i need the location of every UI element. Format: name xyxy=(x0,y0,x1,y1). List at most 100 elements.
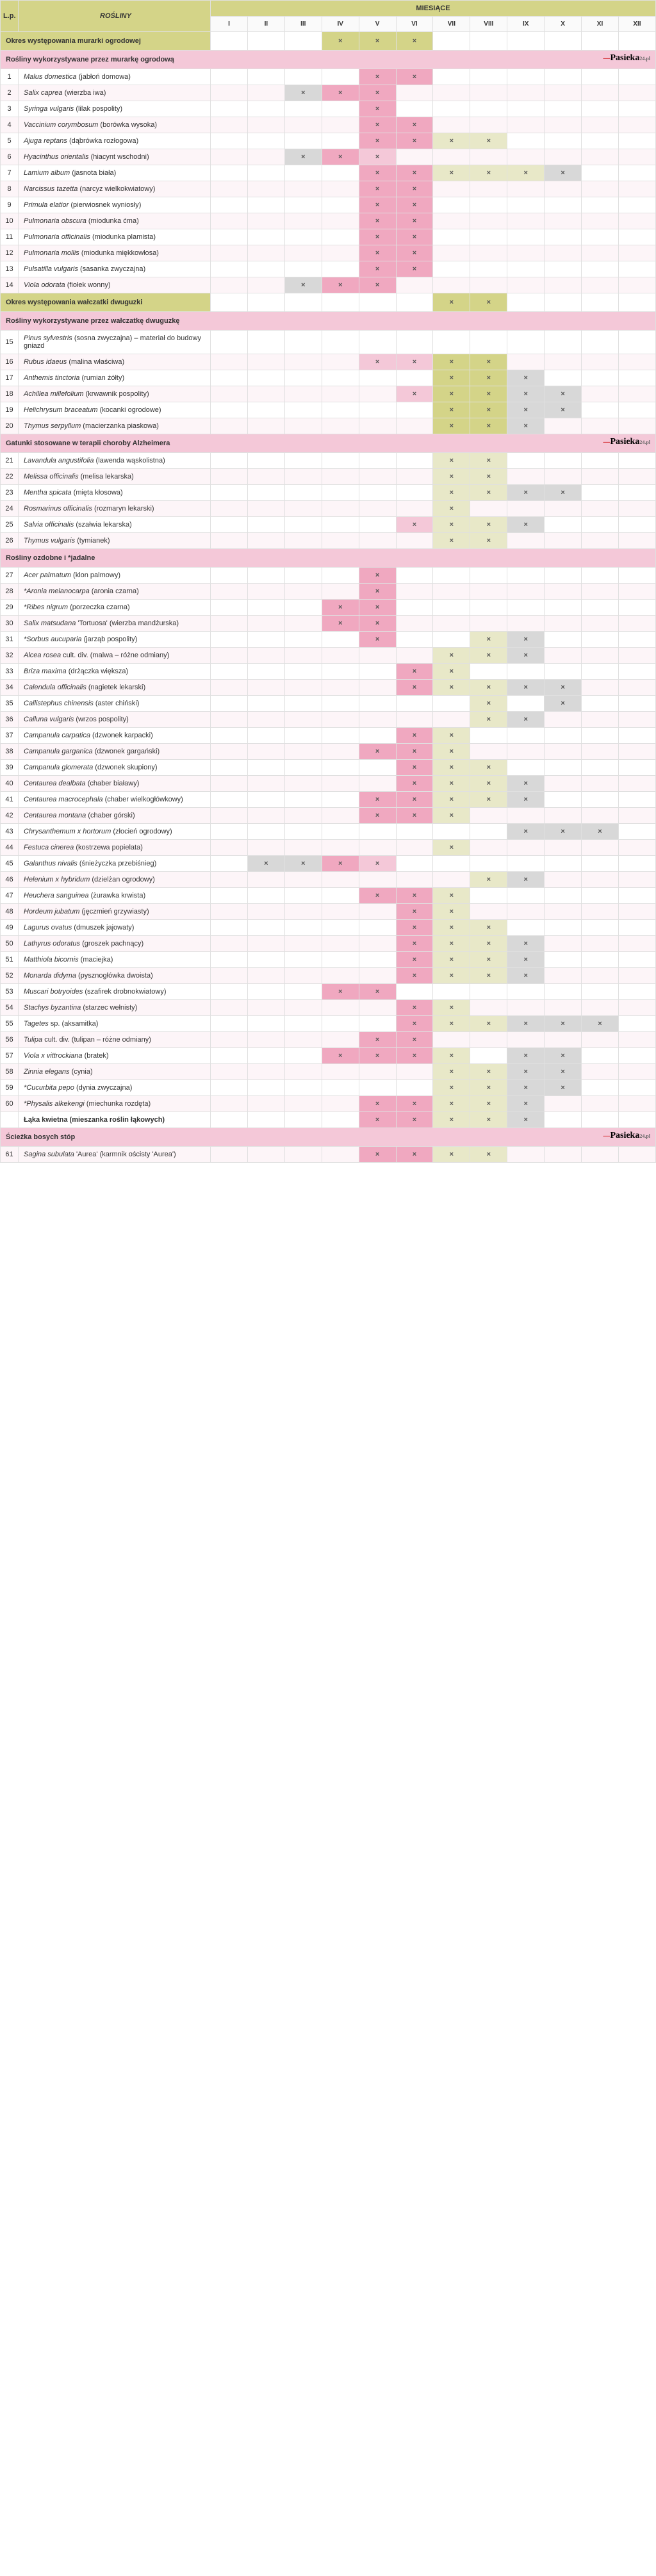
month-cell xyxy=(582,277,619,293)
month-cell xyxy=(545,85,582,101)
month-cell xyxy=(211,840,248,856)
month-cell xyxy=(211,517,248,533)
month-cell xyxy=(507,856,545,872)
month-cell: × xyxy=(470,696,507,712)
month-cell xyxy=(396,1080,433,1096)
plant-name: Alcea rosea cult. div. (malwa – różne od… xyxy=(19,648,211,664)
plant-name: Thymus vulgaris (tymianek) xyxy=(19,533,211,549)
row-number: 28 xyxy=(1,584,19,600)
month-cell xyxy=(322,920,359,936)
month-cell xyxy=(322,584,359,600)
month-cell: × xyxy=(507,632,545,648)
month-cell xyxy=(396,872,433,888)
month-cell: × xyxy=(396,1048,433,1064)
month-cell xyxy=(359,664,396,680)
month-cell xyxy=(582,517,619,533)
month-cell: × xyxy=(396,133,433,149)
month-cell xyxy=(284,760,322,776)
month-cell xyxy=(545,229,582,245)
month-cell xyxy=(582,968,619,984)
month-cell xyxy=(396,632,433,648)
month-cell xyxy=(545,664,582,680)
section-header: Ścieżka bosych stóp—Pasieka24.pl xyxy=(1,1128,656,1147)
month-cell xyxy=(582,808,619,824)
row-number: 10 xyxy=(1,213,19,229)
month-cell xyxy=(433,261,470,277)
month-cell xyxy=(582,712,619,728)
month-cell xyxy=(470,616,507,632)
month-cell xyxy=(582,872,619,888)
month-cell xyxy=(545,370,582,386)
month-cell xyxy=(247,808,284,824)
month-cell: × xyxy=(470,968,507,984)
month-cell: × xyxy=(433,808,470,824)
month-cell: × xyxy=(433,664,470,680)
month-cell xyxy=(247,1096,284,1112)
month-cell xyxy=(247,712,284,728)
plant-name: Heuchera sanguinea (żurawka krwista) xyxy=(19,888,211,904)
month-cell xyxy=(284,517,322,533)
month-cell xyxy=(582,856,619,872)
plant-row: 50Lathyrus odoratus (groszek pachnący)××… xyxy=(1,936,656,952)
month-cell: × xyxy=(359,85,396,101)
month-cell xyxy=(284,776,322,792)
month-cell: × xyxy=(507,402,545,418)
month-cell xyxy=(359,1000,396,1016)
month-cell: × xyxy=(359,149,396,165)
month-cell xyxy=(545,920,582,936)
month-cell xyxy=(470,245,507,261)
month-cell: × xyxy=(359,584,396,600)
month-cell xyxy=(284,888,322,904)
month-cell: × xyxy=(359,792,396,808)
month-cell xyxy=(545,117,582,133)
month-cell xyxy=(470,808,507,824)
month-cell xyxy=(433,277,470,293)
plant-name: Acer palmatum (klon palmowy) xyxy=(19,568,211,584)
month-cell xyxy=(247,616,284,632)
row-number: 46 xyxy=(1,872,19,888)
month-cell xyxy=(582,1112,619,1128)
row-number: 31 xyxy=(1,632,19,648)
month-cell: × xyxy=(470,920,507,936)
month-cell xyxy=(618,808,655,824)
month-cell xyxy=(211,293,248,312)
month-cell: × xyxy=(507,648,545,664)
month-cell xyxy=(322,712,359,728)
month-cell xyxy=(582,402,619,418)
month-cell: × xyxy=(470,165,507,181)
month-cell: × xyxy=(433,648,470,664)
month-cell xyxy=(433,856,470,872)
month-cell xyxy=(545,632,582,648)
month-cell xyxy=(211,920,248,936)
plant-name: Tagetes sp. (aksamitka) xyxy=(19,1016,211,1032)
month-cell xyxy=(545,32,582,51)
month-cell xyxy=(507,568,545,584)
month-cell: × xyxy=(359,1112,396,1128)
month-cell xyxy=(618,213,655,229)
month-cell xyxy=(618,600,655,616)
month-cell xyxy=(545,181,582,197)
plant-row: 47Heuchera sanguinea (żurawka krwista)××… xyxy=(1,888,656,904)
month-cell xyxy=(211,808,248,824)
month-cell: × xyxy=(359,808,396,824)
month-cell: × xyxy=(470,485,507,501)
month-cell: × xyxy=(396,1096,433,1112)
month-cell xyxy=(247,744,284,760)
month-cell xyxy=(211,1016,248,1032)
month-cell xyxy=(396,856,433,872)
month-cell xyxy=(284,181,322,197)
row-number: 35 xyxy=(1,696,19,712)
month-cell: × xyxy=(507,792,545,808)
month-cell xyxy=(618,32,655,51)
month-cell xyxy=(322,1080,359,1096)
month-cell: × xyxy=(433,904,470,920)
month-cell xyxy=(211,936,248,952)
month-cell xyxy=(322,936,359,952)
month-cell xyxy=(507,245,545,261)
month-cell xyxy=(284,469,322,485)
month-header: VIII xyxy=(470,17,507,32)
plant-row: 9Primula elatior (pierwiosnek wyniosły)×… xyxy=(1,197,656,213)
row-number: 61 xyxy=(1,1147,19,1163)
month-cell xyxy=(545,712,582,728)
month-cell: × xyxy=(507,1112,545,1128)
